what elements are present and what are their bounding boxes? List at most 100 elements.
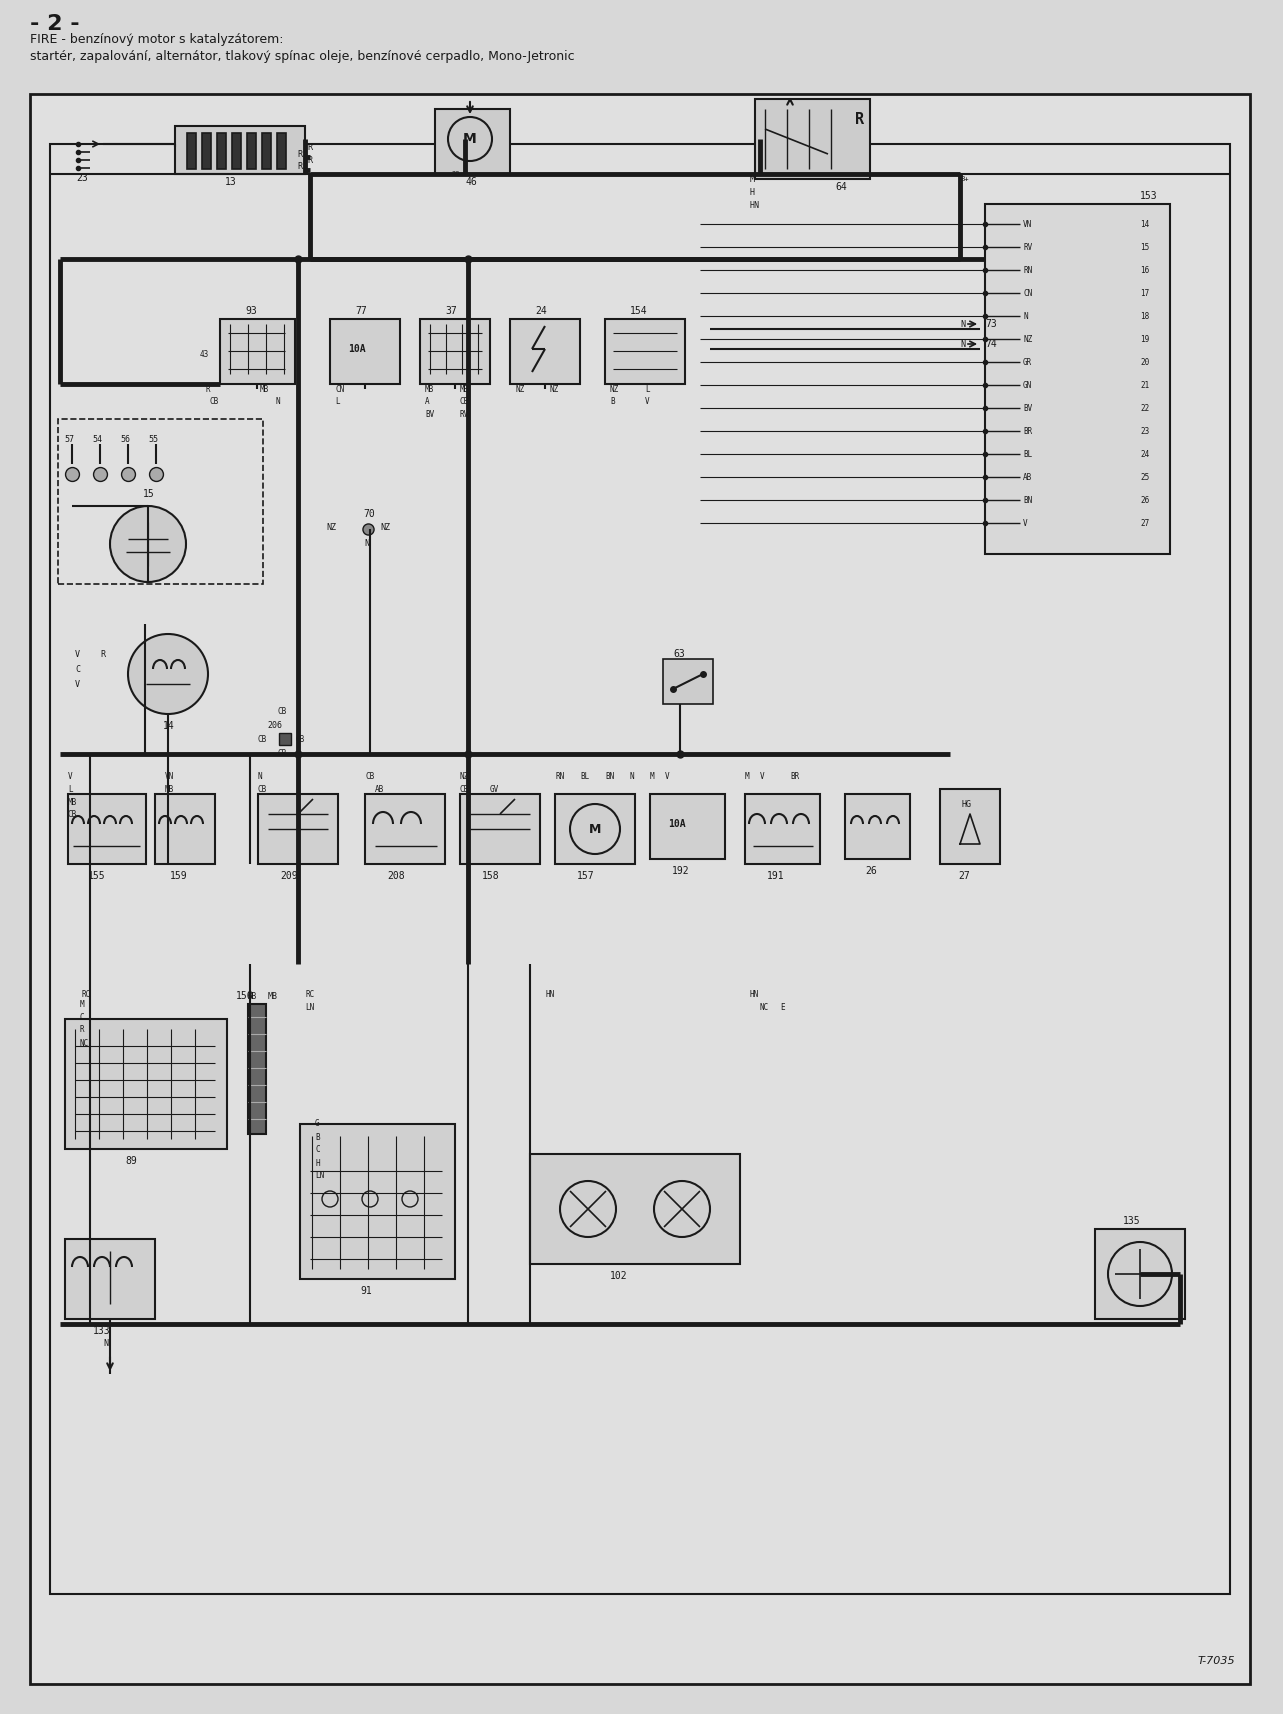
Text: RC: RC: [305, 989, 314, 999]
Text: 56: 56: [121, 435, 130, 444]
Text: N: N: [275, 396, 280, 406]
Text: HN: HN: [545, 989, 554, 999]
Text: HN: HN: [751, 989, 760, 999]
Text: 192: 192: [672, 866, 690, 876]
Text: CB: CB: [461, 396, 470, 406]
Text: GN: GN: [1023, 381, 1033, 389]
Text: RV: RV: [461, 410, 470, 418]
Bar: [248, 134, 257, 170]
Text: 206: 206: [267, 720, 282, 730]
Text: B: B: [316, 1133, 319, 1142]
Text: BN: BN: [1023, 495, 1033, 504]
Bar: [68, 794, 146, 864]
Text: C: C: [74, 665, 80, 674]
Bar: [420, 319, 490, 384]
Text: MB: MB: [248, 991, 258, 1001]
Text: R: R: [307, 156, 312, 165]
Text: 23: 23: [76, 173, 87, 183]
Text: HG: HG: [962, 799, 973, 809]
Text: NZ: NZ: [1023, 334, 1033, 343]
Text: 10A: 10A: [348, 345, 366, 355]
Text: A: A: [425, 396, 430, 406]
Text: 191: 191: [767, 871, 785, 881]
Bar: [511, 319, 580, 384]
Text: 27: 27: [1141, 519, 1150, 528]
Text: CB: CB: [258, 785, 267, 794]
Text: 55: 55: [148, 435, 158, 444]
Text: CB: CB: [461, 785, 470, 794]
Text: R: R: [80, 1025, 85, 1035]
Text: B: B: [609, 396, 615, 406]
Text: 27: 27: [958, 871, 970, 881]
Text: LN: LN: [316, 1171, 325, 1181]
Text: AB: AB: [375, 785, 384, 794]
Text: 102: 102: [609, 1272, 627, 1280]
Bar: [262, 134, 271, 170]
Text: C: C: [316, 1145, 319, 1155]
Bar: [650, 794, 725, 859]
Bar: [277, 134, 286, 170]
Text: 20: 20: [1141, 358, 1150, 367]
Bar: [330, 319, 400, 384]
Bar: [663, 658, 713, 704]
Text: N: N: [103, 1340, 108, 1349]
Text: 91: 91: [361, 1286, 372, 1296]
Text: 22: 22: [1141, 403, 1150, 413]
Text: H: H: [751, 187, 754, 197]
Text: MB: MB: [166, 785, 174, 794]
Text: M: M: [650, 771, 654, 780]
Bar: [754, 99, 870, 178]
Text: V: V: [665, 771, 670, 780]
Bar: [65, 1020, 227, 1148]
Text: 19: 19: [1141, 334, 1150, 343]
Bar: [232, 134, 241, 170]
Text: NZ: NZ: [550, 384, 559, 394]
Bar: [985, 204, 1170, 554]
Text: N: N: [630, 771, 635, 780]
Text: 74: 74: [985, 339, 997, 350]
Bar: [201, 134, 210, 170]
Text: 135: 135: [1123, 1215, 1141, 1226]
Text: V: V: [645, 396, 649, 406]
Bar: [435, 110, 511, 175]
Text: NZ: NZ: [609, 384, 620, 394]
Text: 14: 14: [1141, 219, 1150, 228]
Text: BV: BV: [425, 410, 434, 418]
Text: RV: RV: [1023, 242, 1033, 252]
Text: BR: BR: [1023, 427, 1033, 435]
Text: 77: 77: [355, 307, 367, 315]
Text: VN: VN: [166, 771, 174, 780]
Text: 14: 14: [163, 722, 174, 730]
Text: L: L: [335, 396, 340, 406]
Text: MB: MB: [68, 797, 77, 807]
Text: N: N: [258, 771, 263, 780]
Text: R: R: [307, 142, 312, 151]
Text: BL: BL: [580, 771, 589, 780]
Bar: [745, 794, 820, 864]
Text: VN: VN: [1023, 219, 1033, 228]
Circle shape: [128, 634, 208, 715]
Text: MB: MB: [425, 384, 434, 394]
Bar: [258, 794, 337, 864]
Text: CN: CN: [335, 384, 344, 394]
Text: V: V: [74, 679, 80, 689]
Text: R: R: [100, 650, 105, 658]
Bar: [461, 794, 540, 864]
Text: 17: 17: [1141, 288, 1150, 298]
Text: V: V: [760, 771, 765, 780]
Text: BV: BV: [1023, 403, 1033, 413]
Text: 93: 93: [245, 307, 257, 315]
Text: V: V: [74, 650, 80, 658]
Text: 154: 154: [630, 307, 648, 315]
Text: L: L: [68, 785, 73, 794]
Text: MB: MB: [260, 384, 269, 394]
Text: 24: 24: [535, 307, 547, 315]
Text: 73: 73: [985, 319, 997, 329]
Text: CB: CB: [277, 706, 286, 715]
Text: 209: 209: [280, 871, 298, 881]
Text: R: R: [296, 149, 302, 158]
Text: 15: 15: [142, 488, 155, 499]
Text: 30: 30: [452, 171, 461, 177]
Text: V: V: [1023, 519, 1028, 528]
Text: CB: CB: [277, 749, 286, 758]
